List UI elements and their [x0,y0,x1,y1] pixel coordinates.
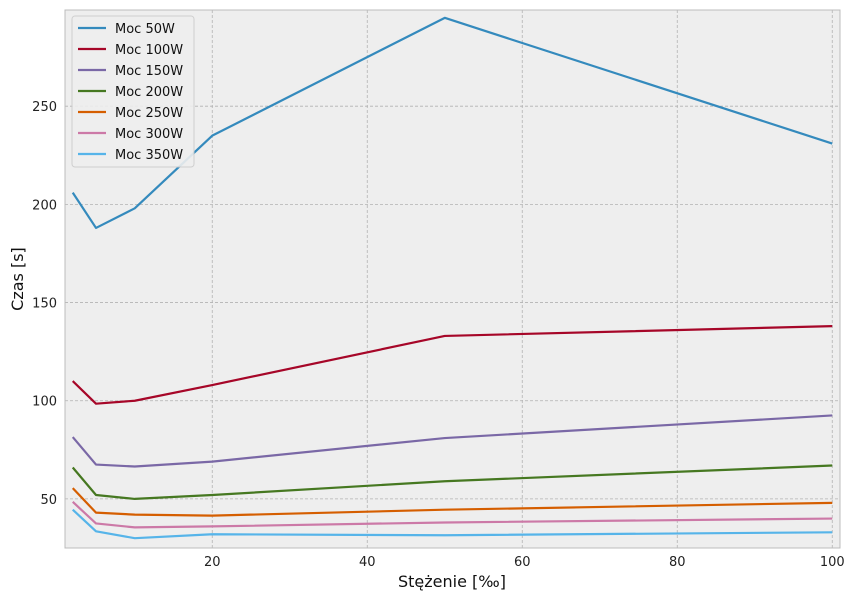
legend-entry: Moc 250W [115,106,183,121]
legend: Moc 50W Moc 100W Moc 150W Moc 200W Moc 250W M… [71,15,195,168]
series-line-5 [72,501,833,529]
y-tick-label: 100 [32,395,57,410]
legend-entry: Moc 350W [115,148,183,163]
x-tick-label: 40 [359,555,376,570]
series-line-3 [71,464,833,501]
series-line-2 [71,414,833,468]
series-line-1 [71,325,833,405]
axis-ticks: 20 40 60 80 100 50 100 150 200 250 [32,100,844,570]
legend-box [71,15,195,168]
legend-entry: Moc 300W [115,127,183,142]
series-lines [71,16,833,540]
x-axis-label: Stężenie [‰] [398,572,506,591]
legend-entry: Moc 150W [115,64,183,79]
legend-entry: Moc 100W [115,43,183,58]
y-tick-label: 250 [32,100,57,115]
series-line-0 [71,16,833,230]
x-tick-label: 100 [820,555,845,570]
y-tick-label: 200 [32,198,57,213]
legend-entry: Moc 200W [115,85,183,100]
legend-entry: Moc 50W [115,22,175,37]
y-tick-label: 150 [32,297,57,312]
x-tick-label: 20 [204,555,221,570]
x-tick-label: 80 [669,555,686,570]
y-axis-label: Czas [s] [8,247,27,311]
series-line-4 [71,487,833,517]
x-tick-label: 60 [514,555,531,570]
y-tick-label: 50 [40,493,57,508]
plot-frame [64,9,841,549]
series-line-6 [72,508,833,540]
grid-lines [65,10,840,548]
